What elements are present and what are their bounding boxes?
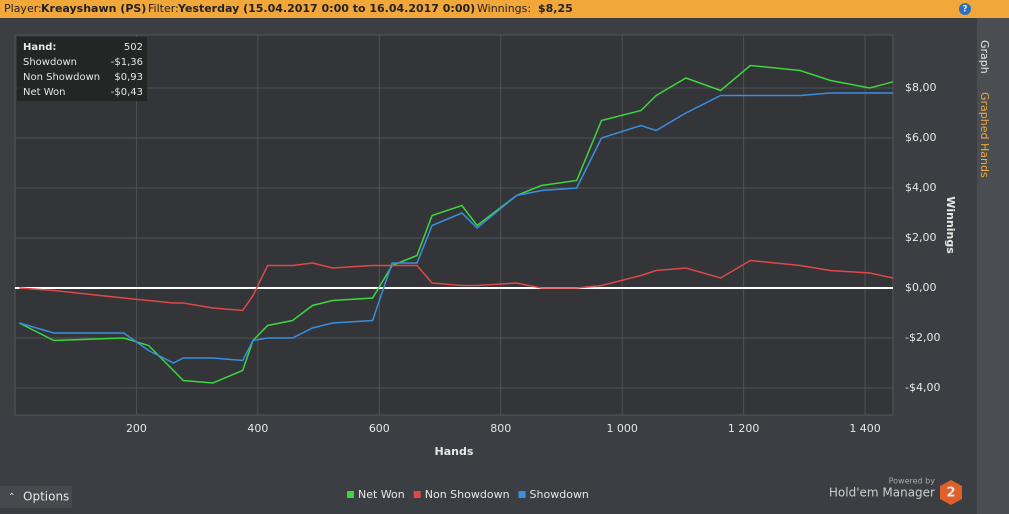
y-tick-label: -$2,00	[905, 331, 940, 344]
x-tick-label: 400	[247, 422, 268, 435]
options-label: Options	[23, 490, 69, 504]
tooltip-value: -$0,43	[111, 87, 143, 98]
x-tick-label: 1 400	[849, 422, 881, 435]
series-line	[19, 92, 893, 364]
series-line	[19, 259, 894, 312]
tooltip-label: Hand:	[23, 42, 56, 53]
side-tabs	[977, 18, 1009, 514]
tooltip-label: Net Won	[23, 87, 66, 98]
powered-by: Powered by	[889, 477, 936, 486]
tooltip-value: $0,93	[114, 72, 143, 83]
x-tick-label: 200	[126, 422, 147, 435]
tooltip-value: 502	[124, 42, 143, 53]
tooltip-label: Showdown	[23, 57, 77, 68]
y-tick-label: $6,00	[905, 131, 937, 144]
x-tick-label: 1 200	[728, 422, 760, 435]
winnings: $8,25	[538, 2, 573, 15]
x-tick-label: 800	[490, 422, 511, 435]
x-tick-label: 1 000	[606, 422, 638, 435]
tab-graph[interactable]: Graph	[978, 40, 991, 74]
tooltip	[17, 37, 147, 101]
legend-swatch	[413, 491, 421, 498]
player: Kreayshawn (PS)	[41, 2, 146, 15]
help-icon: ?	[962, 5, 967, 15]
y-tick-label: $2,00	[905, 231, 937, 244]
y-tick-label: $4,00	[905, 181, 937, 194]
product-name: Hold'em Manager	[829, 486, 935, 500]
tooltip-label: Non Showdown	[23, 72, 100, 83]
legend-label: Non Showdown	[425, 488, 510, 501]
legend-swatch	[518, 491, 526, 498]
legend-label: Net Won	[358, 488, 405, 501]
plot-area	[14, 34, 894, 416]
y-axis-label: Winnings	[944, 196, 957, 254]
options-button[interactable]	[0, 486, 72, 508]
tooltip-value: -$1,36	[111, 57, 143, 68]
options-caret: ⌃	[8, 493, 16, 503]
filter-label: Filter:	[148, 2, 179, 15]
winnings-label: Winnings:	[477, 2, 531, 15]
logo	[940, 480, 962, 505]
player-label: Player:	[4, 2, 42, 15]
y-tick-label: -$4,00	[905, 381, 940, 394]
filter: Yesterday (15.04.2017 0:00 to 16.04.2017…	[177, 2, 475, 15]
series-line	[18, 64, 894, 384]
help-button[interactable]	[959, 3, 971, 15]
y-tick-label: $8,00	[905, 81, 937, 94]
logo-text: 2	[946, 486, 955, 501]
tab-graphed-hands[interactable]: Graphed Hands	[978, 92, 991, 178]
x-tick-label: 600	[369, 422, 390, 435]
legend-label: Showdown	[530, 488, 589, 501]
y-tick-label: $0,00	[905, 281, 937, 294]
legend-swatch	[347, 491, 354, 498]
x-axis-label: Hands	[435, 445, 474, 458]
header-bar	[0, 0, 1009, 18]
